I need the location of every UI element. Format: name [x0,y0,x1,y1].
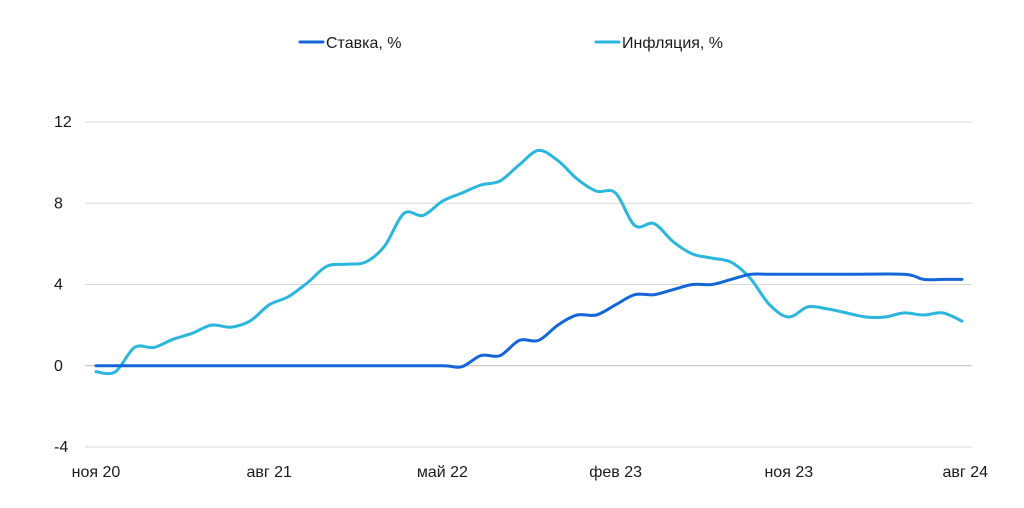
legend-item-rate: Ставка, % [298,35,401,52]
x-axis: ноя 20 авг 21 май 22 фев 23 ноя 23 авг 24 [72,464,988,481]
legend-label-inflation: Инфляция, % [622,35,723,52]
legend: Ставка, % Инфляция, % [298,35,723,52]
y-tick-label: 12 [54,114,72,131]
legend-item-inflation: Инфляция, % [594,35,723,52]
y-tick-label: -4 [54,439,68,456]
x-tick-label: май 22 [417,464,468,481]
series-line-inflation [94,148,964,376]
x-tick-label: ноя 23 [764,464,813,481]
series-layer [94,148,964,376]
x-tick-label: ноя 20 [72,464,121,481]
y-tick-label: 0 [54,358,63,375]
legend-label-rate: Ставка, % [326,35,401,52]
series-line-rate [94,272,964,369]
y-tick-label: 8 [54,195,63,212]
x-tick-label: фев 23 [589,464,642,481]
grid [85,121,972,448]
y-tick-label: 4 [54,277,63,294]
y-axis: 12 8 4 0 -4 [54,114,72,456]
x-tick-label: авг 21 [246,464,292,481]
x-tick-label: авг 24 [943,464,989,481]
